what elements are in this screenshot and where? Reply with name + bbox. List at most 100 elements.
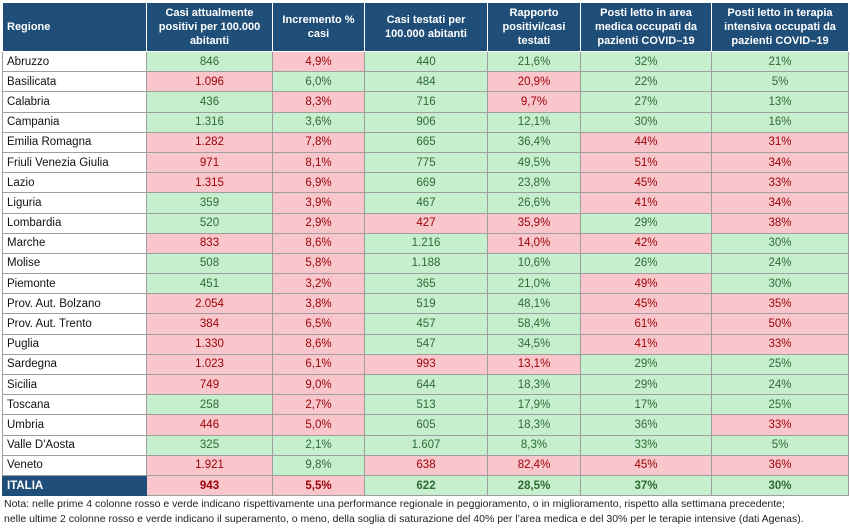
- value-cell: 8,3%: [272, 91, 365, 113]
- value-cell: 51%: [580, 151, 712, 174]
- value-cell: 41%: [580, 333, 712, 355]
- value-cell: 427: [364, 212, 488, 234]
- value-cell: 971: [146, 151, 273, 174]
- table-row: Sicilia 749 9,0% 644 18,3% 29% 24%: [2, 373, 849, 396]
- value-cell: 1.188: [364, 252, 488, 275]
- value-cell: 33%: [711, 172, 849, 194]
- value-cell: 29%: [580, 373, 712, 396]
- value-cell: 1.607: [364, 434, 488, 456]
- value-cell: 21%: [711, 50, 849, 73]
- value-cell: 669: [364, 172, 488, 194]
- region-name-cell: Sicilia: [2, 373, 147, 396]
- value-cell: 33%: [580, 434, 712, 456]
- region-name-cell: Molise: [2, 252, 147, 275]
- header-area-medica: Posti letto in area medica occupati da p…: [580, 2, 712, 52]
- region-name-cell: Friuli Venezia Giulia: [2, 151, 147, 174]
- value-cell: 30%: [580, 111, 712, 133]
- value-cell: 34,5%: [487, 333, 581, 355]
- value-cell: 1.315: [146, 172, 273, 194]
- value-cell: 6,1%: [272, 353, 365, 376]
- value-cell: 25%: [711, 353, 849, 376]
- region-name-cell: Veneto: [2, 454, 147, 476]
- value-cell: 24%: [711, 252, 849, 275]
- value-cell: 5,0%: [272, 414, 365, 436]
- value-cell: 34%: [711, 192, 849, 214]
- covid-regions-table: Regione Casi attualmente positivi per 10…: [2, 2, 849, 497]
- value-cell: 7,8%: [272, 131, 365, 153]
- value-cell: 5,8%: [272, 252, 365, 275]
- value-cell: 33%: [711, 333, 849, 355]
- value-cell: 359: [146, 192, 273, 214]
- value-cell: 622: [364, 474, 488, 497]
- value-cell: 3,8%: [272, 293, 365, 315]
- value-cell: 833: [146, 232, 273, 254]
- header-casi-testati: Casi testati per 100.000 abitanti: [364, 2, 488, 52]
- value-cell: 2.054: [146, 293, 273, 315]
- value-cell: 1.921: [146, 454, 273, 476]
- value-cell: 12,1%: [487, 111, 581, 133]
- region-name-cell: Calabria: [2, 91, 147, 113]
- value-cell: 36,4%: [487, 131, 581, 153]
- table-row: Abruzzo 846 4,9% 440 21,6% 32% 21%: [2, 50, 849, 73]
- table-body: Abruzzo 846 4,9% 440 21,6% 32% 21% Basilicata 1.…: [2, 50, 849, 497]
- value-cell: 48,1%: [487, 293, 581, 315]
- value-cell: 467: [364, 192, 488, 214]
- value-cell: 993: [364, 353, 488, 376]
- value-cell: 1.316: [146, 111, 273, 133]
- value-cell: 17,9%: [487, 394, 581, 416]
- value-cell: 26,6%: [487, 192, 581, 214]
- value-cell: 27%: [580, 91, 712, 113]
- value-cell: 440: [364, 50, 488, 73]
- table-row: Valle D'Aosta 325 2,1% 1.607 8,3% 33% 5%: [2, 434, 849, 456]
- value-cell: 906: [364, 111, 488, 133]
- value-cell: 384: [146, 313, 273, 335]
- footnote-line-2: nelle ultime 2 colonne rosso e verde ind…: [4, 513, 804, 525]
- value-cell: 82,4%: [487, 454, 581, 476]
- value-cell: 13%: [711, 91, 849, 113]
- region-name-cell: Campania: [2, 111, 147, 133]
- value-cell: 5%: [711, 434, 849, 456]
- value-cell: 44%: [580, 131, 712, 153]
- value-cell: 665: [364, 131, 488, 153]
- value-cell: 49,5%: [487, 151, 581, 174]
- value-cell: 4,9%: [272, 50, 365, 73]
- value-cell: 10,6%: [487, 252, 581, 275]
- value-cell: 2,7%: [272, 394, 365, 416]
- value-cell: 13,1%: [487, 353, 581, 376]
- value-cell: 58,4%: [487, 313, 581, 335]
- region-name-cell: Puglia: [2, 333, 147, 355]
- value-cell: 34%: [711, 151, 849, 174]
- table-row: Marche 833 8,6% 1.216 14,0% 42% 30%: [2, 232, 849, 254]
- value-cell: 24%: [711, 373, 849, 396]
- value-cell: 1.330: [146, 333, 273, 355]
- table-row: Piemonte 451 3,2% 365 21,0% 49% 30%: [2, 273, 849, 295]
- region-name-cell: Prov. Aut. Trento: [2, 313, 147, 335]
- region-name-cell: Valle D'Aosta: [2, 434, 147, 456]
- value-cell: 8,3%: [487, 434, 581, 456]
- table-row: Friuli Venezia Giulia 971 8,1% 775 49,5% 51% 3…: [2, 151, 849, 174]
- value-cell: 50%: [711, 313, 849, 335]
- value-cell: 519: [364, 293, 488, 315]
- value-cell: 16%: [711, 111, 849, 133]
- value-cell: 21,6%: [487, 50, 581, 73]
- value-cell: 775: [364, 151, 488, 174]
- region-name-cell: Marche: [2, 232, 147, 254]
- region-name-cell: Basilicata: [2, 71, 147, 93]
- value-cell: 38%: [711, 212, 849, 234]
- table-row: Basilicata 1.096 6,0% 484 20,9% 22% 5%: [2, 71, 849, 93]
- value-cell: 1.282: [146, 131, 273, 153]
- total-row: ITALIA 943 5,5% 622 28,5% 37% 30%: [2, 474, 849, 497]
- value-cell: 457: [364, 313, 488, 335]
- footnote: Nota: nelle prime 4 colonne rosso e verd…: [4, 497, 846, 527]
- value-cell: 45%: [580, 454, 712, 476]
- value-cell: 8,6%: [272, 333, 365, 355]
- value-cell: 3,2%: [272, 273, 365, 295]
- value-cell: 5,5%: [272, 474, 365, 497]
- value-cell: 28,5%: [487, 474, 581, 497]
- table-row: Lazio 1.315 6,9% 669 23,8% 45% 33%: [2, 172, 849, 194]
- table-row: Calabria 436 8,3% 716 9,7% 27% 13%: [2, 91, 849, 113]
- value-cell: 2,9%: [272, 212, 365, 234]
- header-terapia-intensiva: Posti letto in terapia intensiva occupat…: [711, 2, 849, 52]
- value-cell: 20,9%: [487, 71, 581, 93]
- value-cell: 1.216: [364, 232, 488, 254]
